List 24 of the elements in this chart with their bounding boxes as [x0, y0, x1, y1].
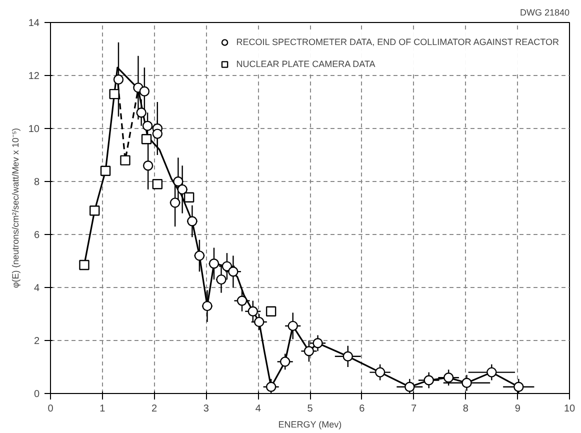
x-tick-label: 1: [100, 404, 106, 414]
y-tick-label: 10: [28, 124, 40, 135]
x-tick-label: 2: [152, 404, 158, 414]
text: DWG 21840: [520, 8, 570, 18]
x-tick-label: 8: [462, 404, 469, 414]
x-tick-label: 3: [203, 404, 210, 414]
y-tick-label: 6: [34, 230, 40, 241]
x-tick-label: 9: [514, 404, 521, 414]
y-tick-label: 2: [34, 336, 40, 347]
x-tick-label: 10: [564, 404, 576, 414]
y-tick-label: 14: [28, 18, 40, 29]
y-tick-label: 0: [34, 389, 40, 400]
x-tick-label: 4: [255, 404, 262, 414]
legend-label: RECOIL SPECTROMETER DATA, END OF COLLIMATOR AGAINST REACTOR: [236, 36, 559, 48]
y-tick-label: 4: [34, 283, 40, 294]
y-axis-title: φ(E) (neutrons/cm²/sec/watt/Mev x 10⁻⁵): [10, 128, 20, 288]
x-tick-label: 0: [48, 404, 54, 414]
y-tick-label: 12: [28, 71, 40, 82]
legend-label: NUCLEAR PLATE CAMERA DATA: [236, 58, 376, 70]
y-tick-label: 8: [34, 177, 40, 188]
x-tick-label: 7: [411, 404, 418, 414]
x-tick-label: 6: [359, 404, 366, 414]
x-tick-label: 5: [307, 404, 314, 414]
x-axis-title: ENERGY (Mev): [278, 420, 342, 430]
